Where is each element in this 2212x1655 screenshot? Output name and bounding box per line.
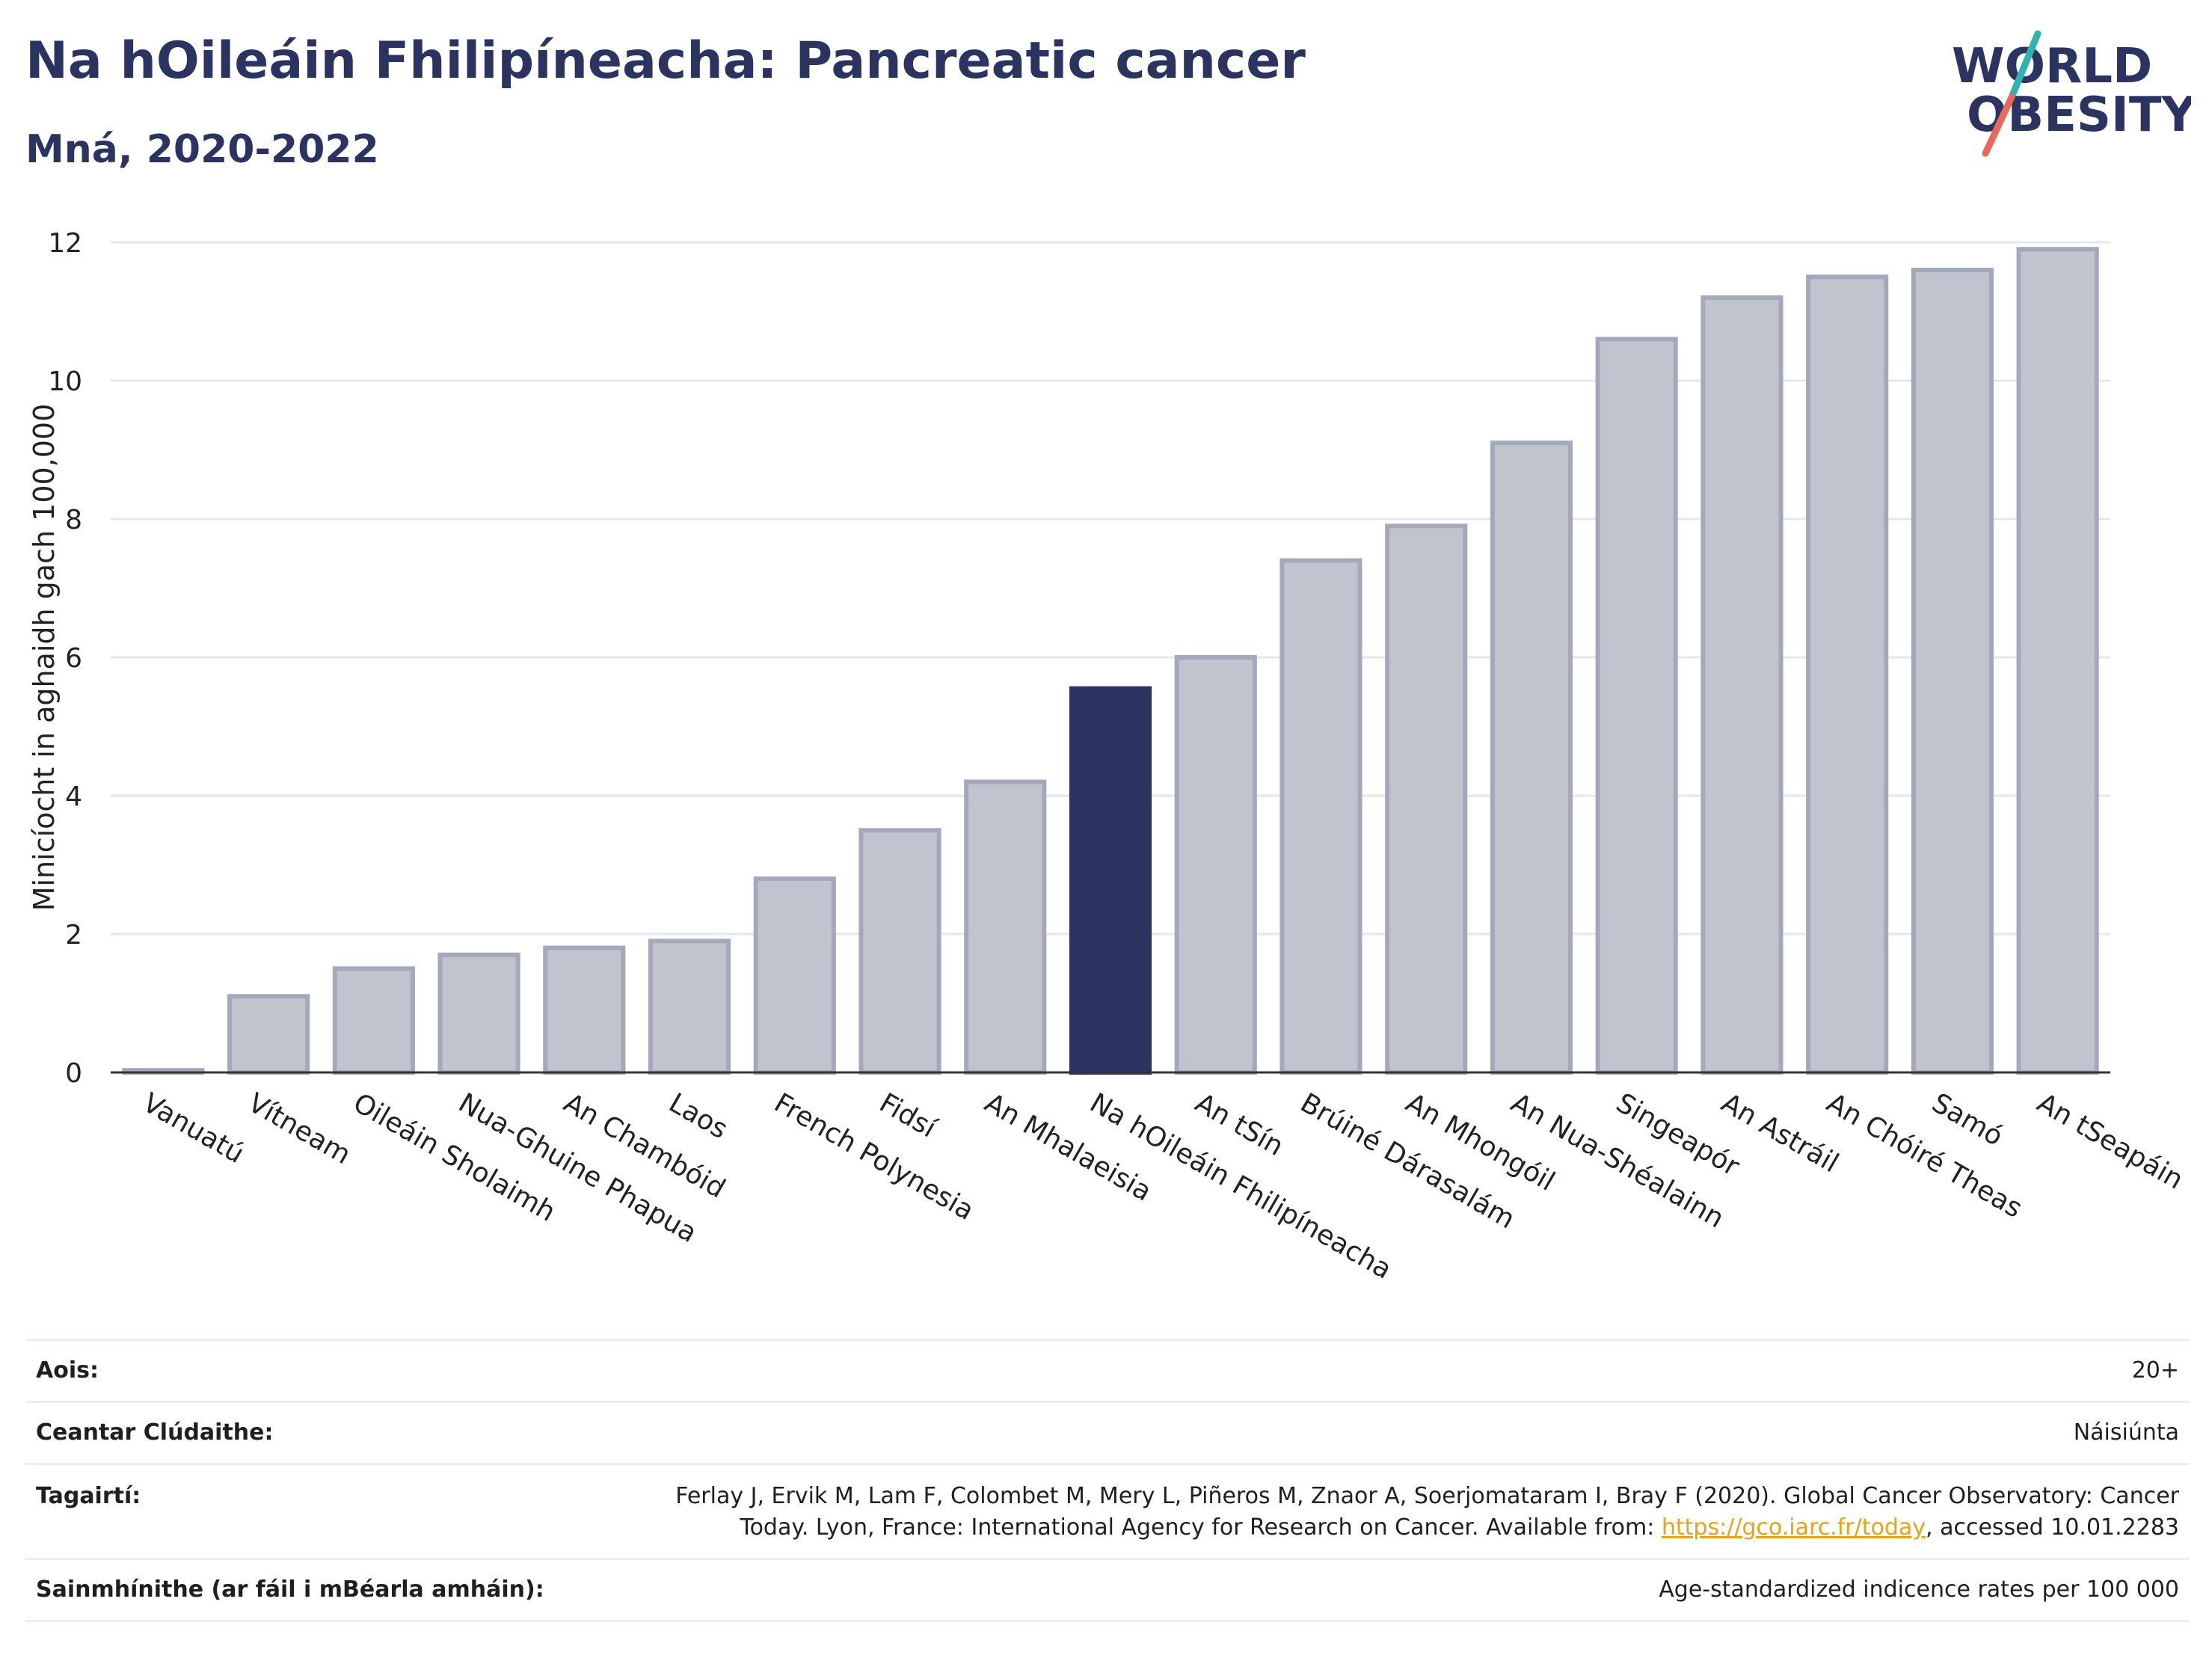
- bar-12[interactable]: [1385, 523, 1468, 1075]
- area-label: Ceantar Clúdaithe:: [36, 1419, 274, 1446]
- age-value: 20+: [2131, 1357, 2179, 1384]
- references-line-1: Ferlay J, Ervik M, Lam F, Colombet M, Me…: [675, 1483, 2179, 1509]
- x-tick-label: An Chóiré Theas: [1822, 1087, 2027, 1224]
- bar-11[interactable]: [1279, 558, 1362, 1075]
- logo-slash-bottom: [1982, 93, 2015, 157]
- bar-5[interactable]: [648, 939, 731, 1075]
- footer-row-references: Tagairtí: Ferlay J, Ervik M, Lam F, Colo…: [25, 1463, 2190, 1558]
- references-accessed: , accessed 10.01.2283: [1926, 1514, 2179, 1541]
- x-tick-label: Fidsí: [874, 1087, 941, 1144]
- logo-text-world: WORLD: [1952, 39, 2152, 94]
- bar-15[interactable]: [1701, 295, 1784, 1075]
- references-line-2: Today. Lyon, France: International Agenc…: [740, 1514, 2179, 1541]
- chart-title: Na hOileáin Fhilipíneacha: Pancreatic ca…: [25, 31, 1306, 90]
- bar-14[interactable]: [1595, 337, 1678, 1075]
- bar-18[interactable]: [2016, 247, 2099, 1075]
- bar-6[interactable]: [753, 876, 836, 1075]
- bar-3[interactable]: [437, 952, 520, 1075]
- bars: [122, 247, 2099, 1075]
- y-axis-label: Minicíocht in aghaidh gach 100,000: [28, 404, 61, 912]
- y-tick-label: 12: [48, 228, 82, 259]
- y-tick-label: 8: [65, 505, 82, 535]
- bar-2[interactable]: [332, 966, 415, 1075]
- references-label: Tagairtí:: [36, 1483, 141, 1509]
- definitions-label: Sainmhínithe (ar fáil i mBéarla amháin):: [36, 1576, 544, 1603]
- x-tick-label: Samó: [1926, 1087, 2008, 1152]
- chart-subtitle: Mná, 2020-2022: [25, 127, 379, 172]
- bar-4[interactable]: [543, 945, 626, 1075]
- bar-1[interactable]: [227, 994, 310, 1075]
- x-tick-label: An tSeapáin: [2032, 1087, 2188, 1195]
- references-line-2-text: Today. Lyon, France: International Agenc…: [740, 1514, 1662, 1541]
- bar-13[interactable]: [1490, 440, 1573, 1075]
- x-tick-label: Oileáin Sholaimh: [348, 1087, 560, 1228]
- footer-row-age: Aois: 20+: [25, 1339, 2190, 1401]
- bar-7[interactable]: [858, 828, 941, 1075]
- x-tick-label: Vítneam: [243, 1087, 356, 1170]
- bar-8[interactable]: [964, 779, 1047, 1075]
- logo-slash-top: [2008, 30, 2042, 101]
- bar-9[interactable]: [1069, 686, 1152, 1075]
- y-axis-ticks: 0 2 4 6 8 10 12: [48, 228, 82, 1089]
- x-tick-label: Vanuatú: [138, 1087, 249, 1170]
- y-tick-label: 4: [65, 782, 82, 812]
- references-link[interactable]: https://gco.iarc.fr/today: [1661, 1514, 1926, 1541]
- age-label: Aois:: [36, 1357, 99, 1384]
- y-tick-label: 6: [65, 643, 82, 674]
- area-value: Náisiúnta: [2073, 1419, 2179, 1446]
- y-tick-label: 0: [65, 1058, 82, 1089]
- footer-row-area: Ceantar Clúdaithe: Náisiúnta: [25, 1401, 2190, 1463]
- y-tick-label: 10: [48, 366, 82, 397]
- y-tick-label: 2: [65, 920, 82, 951]
- x-tick-label: Laos: [664, 1087, 733, 1145]
- bar-17[interactable]: [1911, 268, 1994, 1075]
- footer-row-definitions: Sainmhínithe (ar fáil i mBéarla amháin):…: [25, 1558, 2190, 1622]
- bar-16[interactable]: [1806, 274, 1889, 1075]
- world-obesity-logo: WORLD OBESITY: [1952, 30, 2191, 157]
- x-tick-label: French Polynesia: [769, 1087, 979, 1226]
- definitions-value: Age-standardized indicence rates per 100…: [1659, 1576, 2179, 1603]
- bar-10[interactable]: [1174, 655, 1257, 1075]
- footer-table: Aois: 20+ Ceantar Clúdaithe: Náisiúnta T…: [25, 1339, 2190, 1622]
